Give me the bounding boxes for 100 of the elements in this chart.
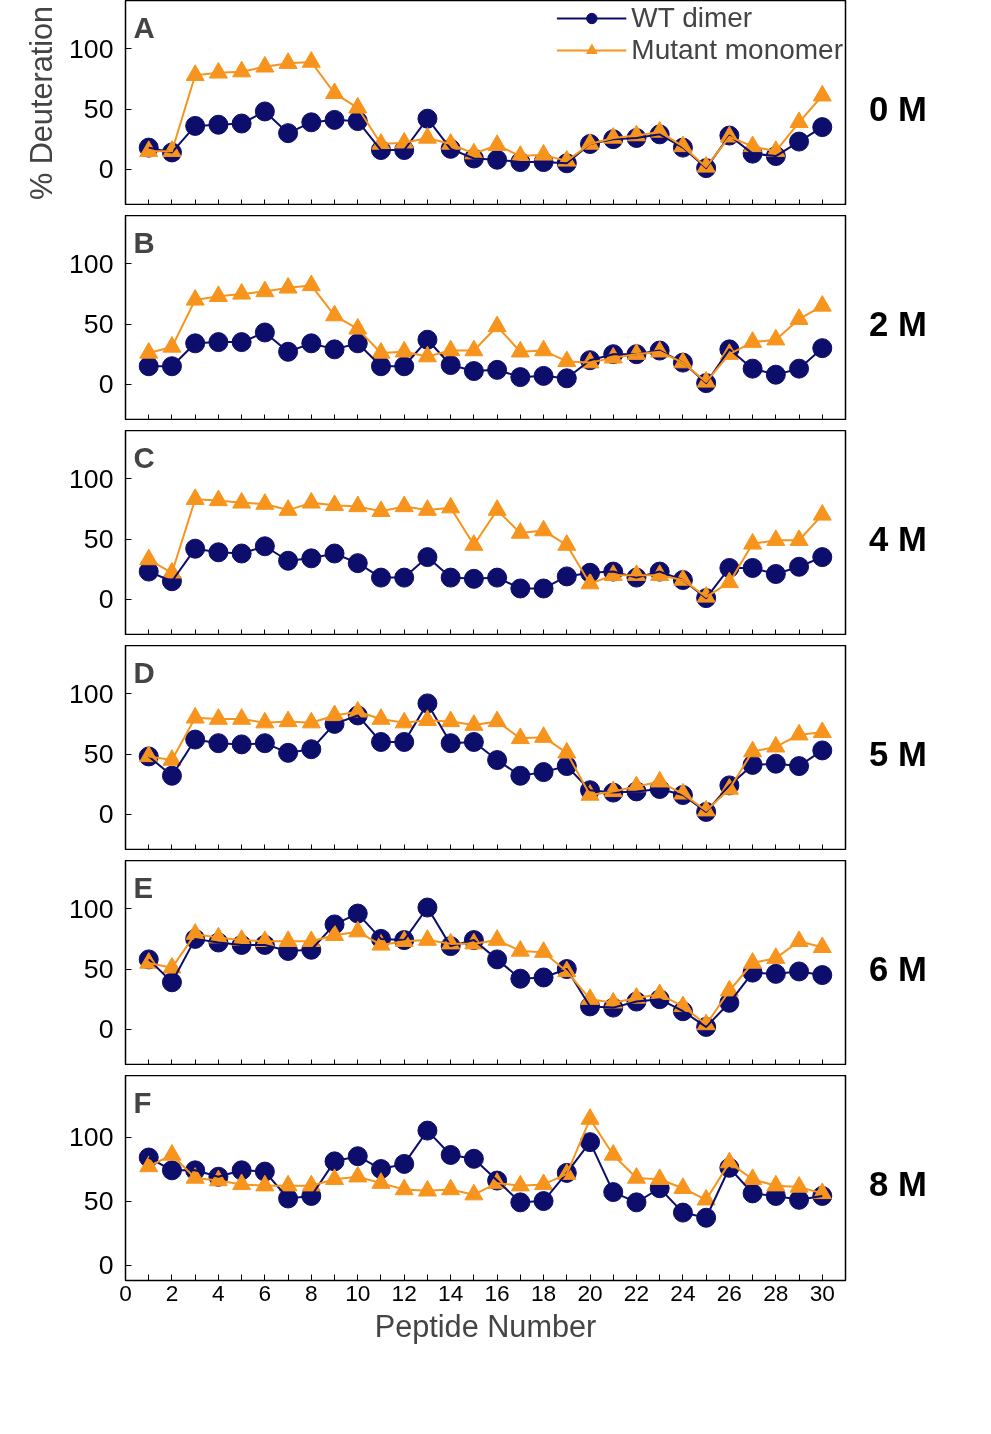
x-tick-label: 16 bbox=[484, 1279, 510, 1306]
point bbox=[626, 1167, 646, 1184]
point bbox=[441, 496, 461, 514]
point bbox=[766, 735, 786, 753]
text: 0 M bbox=[869, 89, 927, 130]
point bbox=[510, 522, 530, 539]
y-tick-label: 100 bbox=[69, 1122, 114, 1152]
point bbox=[743, 952, 763, 969]
point bbox=[301, 491, 321, 509]
point bbox=[812, 338, 833, 359]
point bbox=[208, 708, 228, 725]
point bbox=[510, 340, 530, 358]
point bbox=[464, 714, 484, 731]
y-tick-label: 0 bbox=[98, 1014, 114, 1045]
point bbox=[371, 708, 391, 725]
point bbox=[139, 342, 159, 359]
point bbox=[208, 61, 228, 79]
y-tick-label: 50 bbox=[83, 524, 114, 555]
point bbox=[510, 1174, 530, 1192]
x-tick-label: 10 bbox=[345, 1279, 371, 1306]
x-tick-label: 2 bbox=[165, 1279, 179, 1306]
point bbox=[139, 1155, 159, 1173]
annotation: B bbox=[133, 225, 155, 259]
annotation: F bbox=[133, 1085, 152, 1119]
point bbox=[255, 55, 275, 73]
point bbox=[580, 1108, 600, 1125]
point bbox=[464, 1183, 484, 1201]
point bbox=[348, 96, 368, 114]
point bbox=[185, 333, 206, 354]
x-tick-label: 18 bbox=[530, 1279, 557, 1306]
annotation: C bbox=[133, 440, 155, 474]
x-tick-label: 20 bbox=[577, 1279, 603, 1306]
point bbox=[812, 740, 833, 761]
y-tick-label: 100 bbox=[69, 248, 114, 279]
x-tick-label: 4 bbox=[212, 1279, 225, 1306]
text: 8 M bbox=[869, 1164, 927, 1205]
y-axis-title: % Deuteration bbox=[24, 5, 59, 201]
y-tick-label: 50 bbox=[83, 1186, 114, 1217]
x-tick-label: 30 bbox=[809, 1279, 835, 1306]
point bbox=[348, 317, 368, 335]
x-tick-label: 24 bbox=[670, 1279, 696, 1306]
y-tick-label: 50 bbox=[83, 954, 114, 985]
x-tick-label: 14 bbox=[438, 1279, 464, 1306]
y-tick-label: 0 bbox=[98, 1250, 114, 1281]
x-tick-label: 26 bbox=[716, 1279, 742, 1306]
point bbox=[812, 721, 832, 739]
y-tick-label: 100 bbox=[69, 678, 114, 709]
point bbox=[766, 1174, 786, 1192]
annotation: E bbox=[133, 870, 154, 904]
point bbox=[557, 534, 577, 551]
y-tick-label: 0 bbox=[98, 369, 114, 400]
y-tick-label: 50 bbox=[83, 309, 114, 340]
point bbox=[417, 499, 437, 516]
point bbox=[232, 491, 252, 509]
point bbox=[766, 328, 786, 346]
y-tick-label: 0 bbox=[98, 799, 114, 830]
point bbox=[278, 276, 298, 294]
point bbox=[812, 504, 832, 521]
point bbox=[394, 711, 414, 729]
point bbox=[255, 711, 275, 729]
text: 4 M bbox=[869, 519, 927, 560]
y-tick-label: 50 bbox=[83, 94, 114, 125]
point bbox=[232, 282, 252, 300]
legend-label: WT dimer bbox=[631, 2, 753, 34]
y-tick-label: 100 bbox=[69, 33, 114, 64]
point bbox=[301, 711, 321, 729]
legend-label: Mutant monomer bbox=[631, 34, 843, 66]
point bbox=[464, 534, 484, 551]
y-tick-label: 50 bbox=[83, 739, 114, 770]
point bbox=[232, 708, 252, 725]
point bbox=[417, 1179, 437, 1197]
annotation: D bbox=[133, 655, 155, 689]
point bbox=[812, 965, 833, 986]
text: 6 M bbox=[869, 949, 927, 990]
point bbox=[510, 940, 530, 957]
point bbox=[812, 547, 833, 568]
annotation: A bbox=[133, 10, 155, 44]
y-tick-label: 100 bbox=[69, 893, 114, 924]
y-tick-label: 0 bbox=[98, 154, 114, 185]
point bbox=[812, 936, 832, 954]
y-tick-label: 0 bbox=[98, 584, 114, 615]
point bbox=[812, 84, 832, 102]
x-tick-label: 22 bbox=[623, 1279, 650, 1306]
point bbox=[417, 929, 437, 946]
point bbox=[463, 731, 484, 752]
x-tick-label: 0 bbox=[119, 1279, 132, 1306]
point bbox=[348, 1165, 368, 1183]
x-tick-label: 8 bbox=[305, 1279, 318, 1306]
point bbox=[812, 117, 833, 138]
text: 2 M bbox=[869, 304, 927, 345]
y-tick-label: 100 bbox=[69, 463, 114, 494]
text: 5 M bbox=[869, 734, 927, 775]
x-axis-title: Peptide Number bbox=[374, 1308, 597, 1344]
x-tick-label: 28 bbox=[763, 1279, 789, 1306]
point bbox=[278, 499, 298, 516]
point bbox=[743, 532, 763, 550]
point bbox=[185, 289, 205, 306]
x-tick-label: 12 bbox=[391, 1279, 417, 1306]
point bbox=[162, 336, 182, 353]
point bbox=[255, 1174, 275, 1192]
